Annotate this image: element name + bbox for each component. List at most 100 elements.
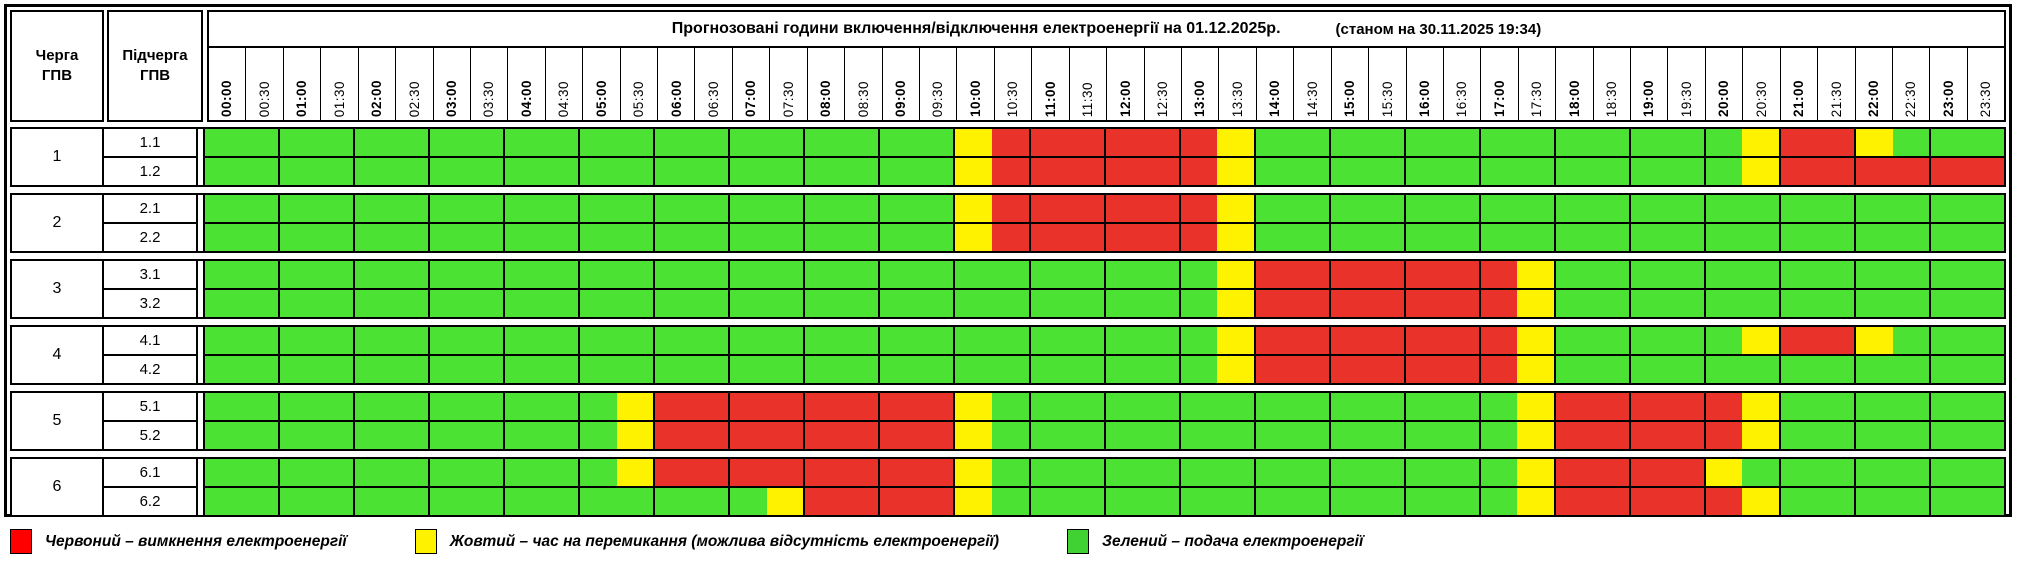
slot-1.2-10:00 bbox=[955, 158, 992, 185]
hour-cell bbox=[1705, 393, 1781, 420]
slot-6.2-03:30 bbox=[466, 488, 504, 515]
hour-cell bbox=[655, 195, 731, 222]
slot-3.2-21:00 bbox=[1780, 290, 1818, 317]
slot-6.1-07:30 bbox=[766, 459, 804, 486]
time-label: 08:30 bbox=[855, 80, 871, 117]
slot-3.1-10:00 bbox=[955, 261, 992, 288]
queue-cell-3: 3 bbox=[12, 261, 104, 317]
hour-cell bbox=[880, 290, 956, 317]
slot-3.2-20:00 bbox=[1705, 290, 1743, 317]
slot-5.2-17:00 bbox=[1480, 422, 1518, 449]
hour-cell bbox=[355, 290, 431, 317]
hour-cell bbox=[955, 261, 1031, 288]
slot-1.1-03:30 bbox=[466, 129, 504, 156]
slot-6.2-04:00 bbox=[505, 488, 542, 515]
slot-6.1-11:30 bbox=[1067, 459, 1104, 486]
slot-4.2-20:30 bbox=[1742, 356, 1779, 383]
slot-5.2-04:00 bbox=[505, 422, 542, 449]
hour-cell bbox=[1105, 327, 1181, 354]
slot-5.1-12:30 bbox=[1142, 393, 1179, 420]
time-label: 12:30 bbox=[1155, 80, 1170, 117]
slot-2.1-03:30 bbox=[466, 195, 504, 222]
slot-4.2-06:30 bbox=[691, 356, 729, 383]
time-col-09:30: 09:30 bbox=[920, 48, 958, 120]
slot-6.2-07:00 bbox=[730, 488, 767, 515]
table-header: Черга ГПВ Підчерга ГПВ Прогнозовані годи… bbox=[10, 10, 2006, 122]
hour-cell bbox=[880, 224, 956, 251]
slot-2.1-20:30 bbox=[1742, 195, 1779, 222]
slot-4.2-00:30 bbox=[241, 356, 279, 383]
slot-6.1-08:30 bbox=[841, 459, 879, 486]
time-label: 03:00 bbox=[443, 79, 459, 117]
slot-6.2-22:30 bbox=[1892, 488, 1930, 515]
slot-row-3.1 bbox=[205, 261, 2005, 290]
hour-cell bbox=[355, 158, 431, 185]
slot-1.2-16:30 bbox=[1442, 158, 1479, 185]
hour-cell bbox=[580, 459, 656, 486]
hour-cell bbox=[280, 224, 356, 251]
hour-cell bbox=[355, 327, 431, 354]
hour-cell bbox=[430, 261, 506, 288]
hour-cell bbox=[1255, 261, 1331, 288]
hour-cell bbox=[1105, 488, 1181, 515]
slot-4.1-20:30 bbox=[1742, 327, 1779, 354]
slot-6.1-21:30 bbox=[1817, 459, 1855, 486]
time-col-17:30: 17:30 bbox=[1518, 48, 1557, 120]
hour-cell bbox=[1931, 290, 2005, 317]
hour-cell bbox=[1555, 195, 1631, 222]
slot-6.1-22:00 bbox=[1856, 459, 1893, 486]
slot-4.1-08:30 bbox=[841, 327, 879, 354]
hour-cell bbox=[1030, 195, 1106, 222]
time-label: 19:00 bbox=[1641, 79, 1657, 117]
slot-5.2-01:30 bbox=[316, 422, 354, 449]
hour-cell bbox=[955, 393, 1031, 420]
slot-1.1-00:30 bbox=[241, 129, 279, 156]
subqueue-cell-1.2: 1.2 bbox=[139, 163, 161, 180]
hour-cell bbox=[280, 488, 356, 515]
hour-cell bbox=[1780, 129, 1857, 156]
slot-2.1-23:00 bbox=[1931, 195, 1968, 222]
hour-cell bbox=[505, 224, 581, 251]
hour-cell bbox=[1630, 224, 1706, 251]
hour-cell bbox=[580, 393, 656, 420]
slot-4.1-12:00 bbox=[1105, 327, 1143, 354]
time-col-23:00: 23:00 bbox=[1930, 48, 1968, 120]
slot-2.1-13:00 bbox=[1180, 195, 1218, 222]
slot-6.2-15:00 bbox=[1330, 488, 1368, 515]
time-label: 16:30 bbox=[1454, 80, 1470, 117]
hour-cell bbox=[730, 459, 806, 486]
slot-1.1-08:30 bbox=[841, 129, 879, 156]
slot-6.1-15:30 bbox=[1367, 459, 1404, 486]
hour-cell bbox=[1330, 129, 1406, 156]
slot-1.1-02:30 bbox=[391, 129, 429, 156]
slot-2.2-05:00 bbox=[580, 224, 617, 251]
time-col-20:00: 20:00 bbox=[1705, 48, 1744, 120]
slot-3.1-06:00 bbox=[655, 261, 692, 288]
slot-6.2-10:00 bbox=[955, 488, 992, 515]
slot-6.1-15:00 bbox=[1330, 459, 1368, 486]
slot-6.2-14:00 bbox=[1255, 488, 1293, 515]
hour-cell bbox=[955, 195, 1031, 222]
slot-4.1-10:30 bbox=[992, 327, 1029, 354]
slot-3.1-10:30 bbox=[992, 261, 1029, 288]
slot-2.1-17:00 bbox=[1480, 195, 1518, 222]
hour-cell bbox=[1330, 261, 1406, 288]
slot-1.2-22:00 bbox=[1856, 158, 1893, 185]
time-label: 09:30 bbox=[930, 80, 946, 117]
slot-4.2-14:00 bbox=[1255, 356, 1293, 383]
hour-cell bbox=[655, 327, 731, 354]
slot-5.1-21:30 bbox=[1817, 393, 1855, 420]
slot-3.1-16:00 bbox=[1405, 261, 1443, 288]
hour-cell bbox=[580, 129, 656, 156]
slot-4.1-17:30 bbox=[1517, 327, 1554, 354]
hour-cell bbox=[505, 327, 581, 354]
slot-5.1-19:30 bbox=[1667, 393, 1704, 420]
slot-6.2-12:30 bbox=[1142, 488, 1179, 515]
slot-1.1-05:00 bbox=[580, 129, 617, 156]
slot-3.2-21:30 bbox=[1817, 290, 1855, 317]
hour-cell bbox=[805, 488, 881, 515]
hour-cell bbox=[1105, 459, 1181, 486]
slot-1.1-00:00 bbox=[205, 129, 242, 156]
hour-cell bbox=[430, 327, 506, 354]
